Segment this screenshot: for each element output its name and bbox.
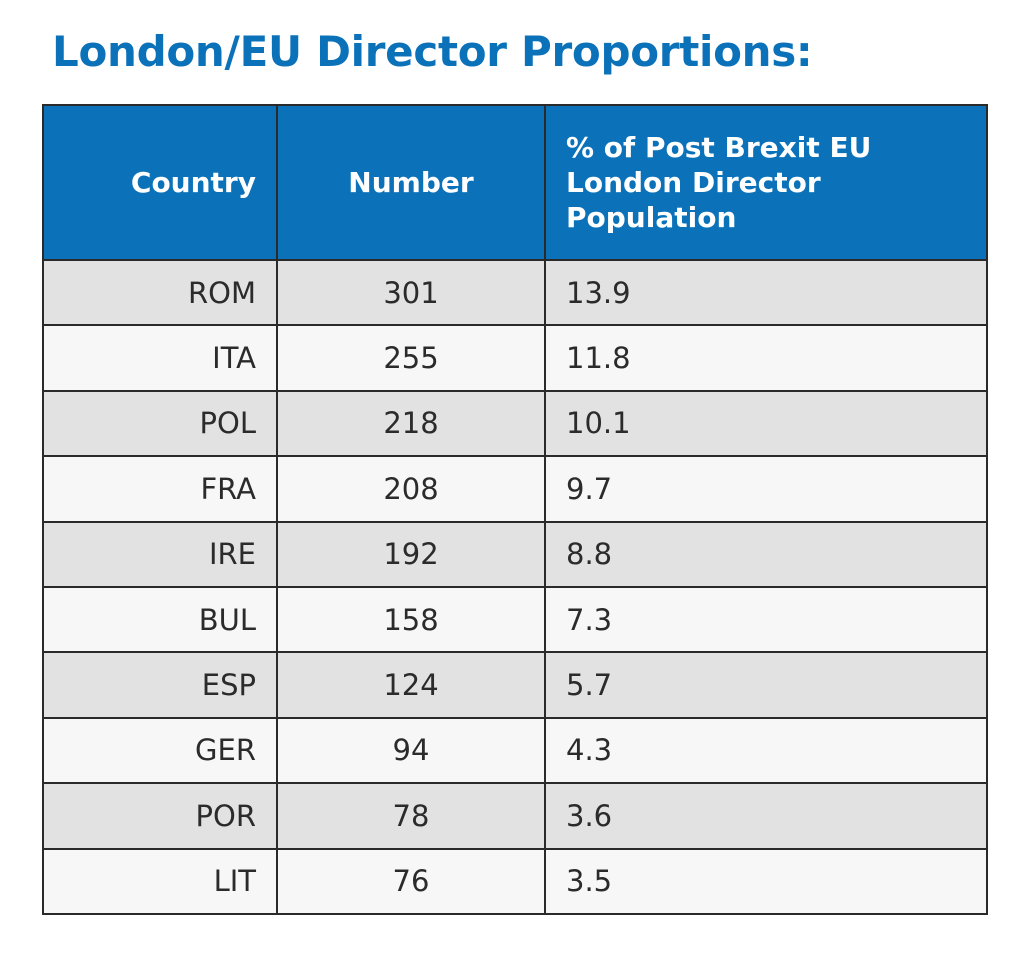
header-percentage: % of Post Brexit EU London Director Popu…: [544, 104, 988, 261]
cell-country: FRA: [42, 455, 278, 523]
cell-number: 301: [276, 258, 546, 327]
cell-percentage: 3.6: [544, 782, 988, 850]
cell-percentage: 13.9: [544, 258, 988, 327]
cell-percentage: 7.3: [544, 585, 988, 654]
cell-percentage: 3.5: [544, 847, 988, 915]
header-percentage-line: % of Post Brexit EU: [566, 131, 872, 164]
table-row: BUL 158 7.3: [42, 585, 988, 654]
table-row: POR 78 3.6: [42, 782, 988, 850]
table-row: IRE 192 8.8: [42, 520, 988, 588]
table-header-row: Country Number % of Post Brexit EU Londo…: [42, 104, 988, 261]
cell-percentage: 8.8: [544, 520, 988, 588]
table-row: ITA 255 11.8: [42, 324, 988, 392]
cell-country: LIT: [42, 847, 278, 915]
cell-country: BUL: [42, 585, 278, 654]
cell-number: 208: [276, 455, 546, 523]
table-row: FRA 208 9.7: [42, 455, 988, 523]
table-row: ESP 124 5.7: [42, 651, 988, 719]
header-percentage-line: Population: [566, 201, 737, 234]
table-row: POL 218 10.1: [42, 389, 988, 458]
table-row: ROM 301 13.9: [42, 258, 988, 327]
cell-country: IRE: [42, 520, 278, 588]
director-proportions-table: Country Number % of Post Brexit EU Londo…: [42, 104, 988, 915]
cell-country: POR: [42, 782, 278, 850]
cell-country: GER: [42, 716, 278, 785]
cell-percentage: 5.7: [544, 651, 988, 719]
header-country: Country: [42, 104, 278, 261]
cell-number: 94: [276, 716, 546, 785]
cell-percentage: 4.3: [544, 716, 988, 785]
header-percentage-line: London Director: [566, 166, 821, 199]
cell-number: 76: [276, 847, 546, 915]
cell-number: 218: [276, 389, 546, 458]
page-title: London/EU Director Proportions:: [52, 27, 813, 76]
cell-number: 158: [276, 585, 546, 654]
cell-country: ESP: [42, 651, 278, 719]
cell-percentage: 10.1: [544, 389, 988, 458]
header-number: Number: [276, 104, 546, 261]
cell-number: 78: [276, 782, 546, 850]
cell-country: POL: [42, 389, 278, 458]
cell-number: 255: [276, 324, 546, 392]
cell-country: ROM: [42, 258, 278, 327]
cell-percentage: 11.8: [544, 324, 988, 392]
cell-number: 192: [276, 520, 546, 588]
table-row: LIT 76 3.5: [42, 847, 988, 915]
table-row: GER 94 4.3: [42, 716, 988, 785]
cell-percentage: 9.7: [544, 455, 988, 523]
cell-number: 124: [276, 651, 546, 719]
cell-country: ITA: [42, 324, 278, 392]
